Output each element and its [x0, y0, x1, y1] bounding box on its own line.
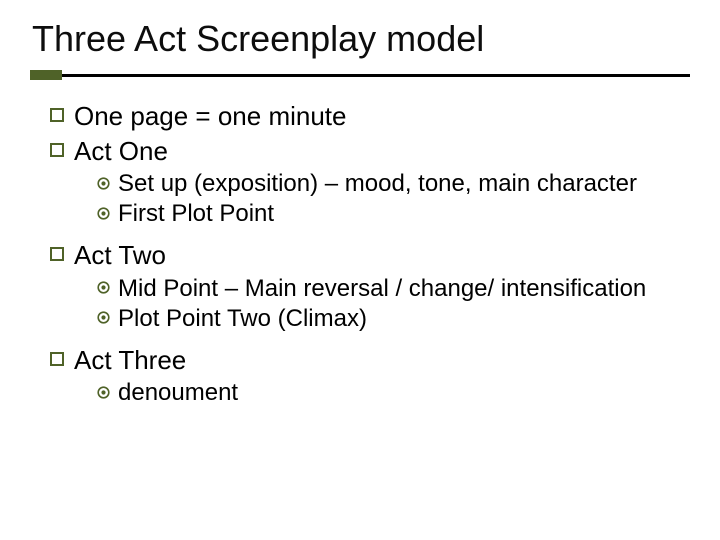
content-area: One page = one minute Act One Set up (ex…: [30, 100, 690, 408]
bullet-lvl2-group: Mid Point – Main reversal / change/ inte…: [50, 274, 690, 334]
title-accent-block: [30, 70, 62, 80]
square-bullet-icon: [50, 352, 64, 366]
bullet-lvl1-text: Act Three: [74, 344, 186, 377]
bullet-lvl2-group: Set up (exposition) – mood, tone, main c…: [50, 169, 690, 229]
title-divider: [30, 70, 690, 80]
target-bullet-icon: [96, 311, 110, 325]
bullet-lvl2-text: Mid Point – Main reversal / change/ inte…: [118, 274, 646, 304]
bullet-lvl1: Act Three: [50, 344, 690, 377]
bullet-lvl2-text: denoument: [118, 378, 238, 408]
target-bullet-icon: [96, 385, 110, 399]
target-bullet-icon: [96, 281, 110, 295]
bullet-lvl2: denoument: [96, 378, 690, 408]
bullet-lvl1: One page = one minute: [50, 100, 690, 133]
bullet-lvl2: Plot Point Two (Climax): [96, 304, 690, 334]
bullet-lvl2: Mid Point – Main reversal / change/ inte…: [96, 274, 690, 304]
bullet-lvl1-text: Act Two: [74, 239, 166, 272]
bullet-lvl2: Set up (exposition) – mood, tone, main c…: [96, 169, 690, 199]
bullet-lvl1: Act One: [50, 135, 690, 168]
square-bullet-icon: [50, 143, 64, 157]
target-bullet-icon: [96, 176, 110, 190]
bullet-lvl1-text: Act One: [74, 135, 168, 168]
square-bullet-icon: [50, 247, 64, 261]
bullet-lvl2-text: Plot Point Two (Climax): [118, 304, 367, 334]
bullet-lvl2-text: First Plot Point: [118, 199, 274, 229]
bullet-lvl2: First Plot Point: [96, 199, 690, 229]
bullet-lvl2-text: Set up (exposition) – mood, tone, main c…: [118, 169, 637, 199]
bullet-lvl2-group: denoument: [50, 378, 690, 408]
slide-title: Three Act Screenplay model: [32, 18, 690, 60]
slide: Three Act Screenplay model One page = on…: [0, 0, 720, 540]
bullet-lvl1-text: One page = one minute: [74, 100, 346, 133]
target-bullet-icon: [96, 206, 110, 220]
bullet-lvl1: Act Two: [50, 239, 690, 272]
square-bullet-icon: [50, 108, 64, 122]
title-underline: [62, 74, 690, 77]
